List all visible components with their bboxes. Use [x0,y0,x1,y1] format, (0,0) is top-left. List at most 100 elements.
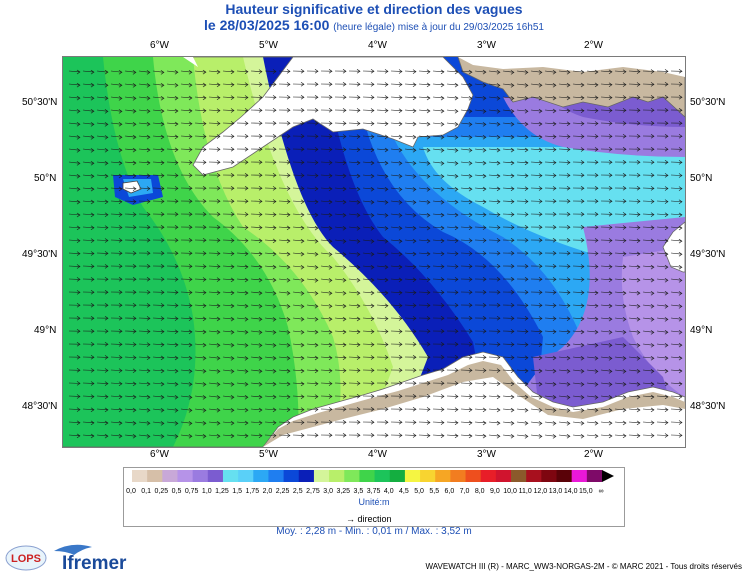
direction-arrow [558,211,571,217]
direction-arrow [250,199,263,204]
direction-arrow [670,81,683,87]
direction-arrow [124,263,137,269]
direction-arrow [404,238,417,244]
wave-height-map[interactable] [62,56,686,448]
direction-arrow [656,173,669,178]
direction-arrow [404,134,417,140]
direction-arrow [390,69,403,74]
direction-arrow [68,69,81,75]
direction-arrow [152,303,165,308]
direction-arrow [558,382,571,387]
direction-arrow [222,212,235,217]
direction-arrow [572,303,585,309]
direction-arrow [68,394,81,399]
direction-arrow [376,433,389,438]
direction-arrow [82,302,95,308]
direction-arrow [362,173,375,179]
direction-arrow [544,121,557,127]
direction-arrow [628,199,641,204]
direction-arrow [572,160,585,165]
direction-arrow [558,147,571,152]
legend-tick-label: 1,5 [232,488,242,495]
direction-arrow [656,82,669,87]
direction-arrow [110,225,123,230]
direction-arrow [68,135,81,140]
direction-arrow [460,328,473,334]
land-england [192,57,474,176]
direction-arrow [418,212,431,218]
direction-arrow [208,69,221,75]
direction-arrow [642,304,655,309]
direction-arrow [446,238,459,244]
direction-arrow [614,159,627,165]
direction-arrow [502,381,515,387]
direction-arrow [152,263,165,269]
direction-arrow [460,69,473,75]
direction-arrow [474,355,487,360]
direction-arrow [138,121,151,127]
legend-swatch [374,470,391,482]
direction-arrow [586,433,599,439]
direction-arrow [152,224,165,230]
direction-arrow [306,329,319,335]
direction-arrow [264,407,277,413]
direction-arrow [488,238,501,243]
direction-arrow [236,121,249,126]
direction-arrow [194,185,207,191]
direction-arrow [292,407,305,412]
direction-arrow [404,108,417,114]
direction-arrow [264,146,277,152]
direction-arrow [628,133,641,139]
direction-arrow [306,381,319,386]
direction-arrow [208,82,221,88]
direction-arrow [376,303,389,309]
direction-arrow [404,354,417,360]
direction-arrow [166,408,179,413]
direction-arrow [418,354,431,360]
direction-arrow [460,109,473,114]
direction-arrow [600,303,613,309]
direction-arrow [600,82,613,88]
direction-arrow [250,225,263,230]
direction-arrow [558,198,571,204]
direction-arrow [68,354,81,360]
direction-arrow [446,161,459,166]
direction-arrow [544,264,557,269]
direction-arrow [474,160,487,166]
direction-arrow [362,147,375,153]
direction-arrow [292,173,305,178]
direction-arrow [334,278,347,283]
direction-arrow [278,407,291,412]
direction-arrow [558,421,571,426]
direction-arrow [68,161,81,166]
direction-arrow [138,434,151,439]
direction-arrow [474,328,487,334]
direction-arrow [180,198,193,204]
lon-label-top-6w: 6°W [150,40,169,51]
direction-arrow [432,433,445,438]
direction-arrow [670,278,683,283]
direction-arrow [362,329,375,334]
direction-arrow [348,368,361,373]
direction-arrow [152,160,165,165]
direction-arrow [194,224,207,230]
direction-arrow [670,265,683,270]
direction-arrow [628,304,641,309]
direction-arrow [180,277,193,282]
direction-arrow [656,225,669,231]
direction-arrow [460,381,473,386]
direction-arrow [152,250,165,256]
direction-arrow [306,81,319,87]
direction-arrow [614,382,627,387]
direction-arrow [628,277,641,283]
direction-arrow [124,303,137,308]
direction-arrow [404,380,417,386]
direction-arrow [558,342,571,348]
direction-arrow [194,95,207,101]
direction-arrow [642,146,655,152]
direction-arrow [572,421,585,426]
direction-arrow [586,147,599,152]
direction-arrow [488,122,501,127]
direction-arrow [474,315,487,321]
direction-arrow [250,317,263,322]
